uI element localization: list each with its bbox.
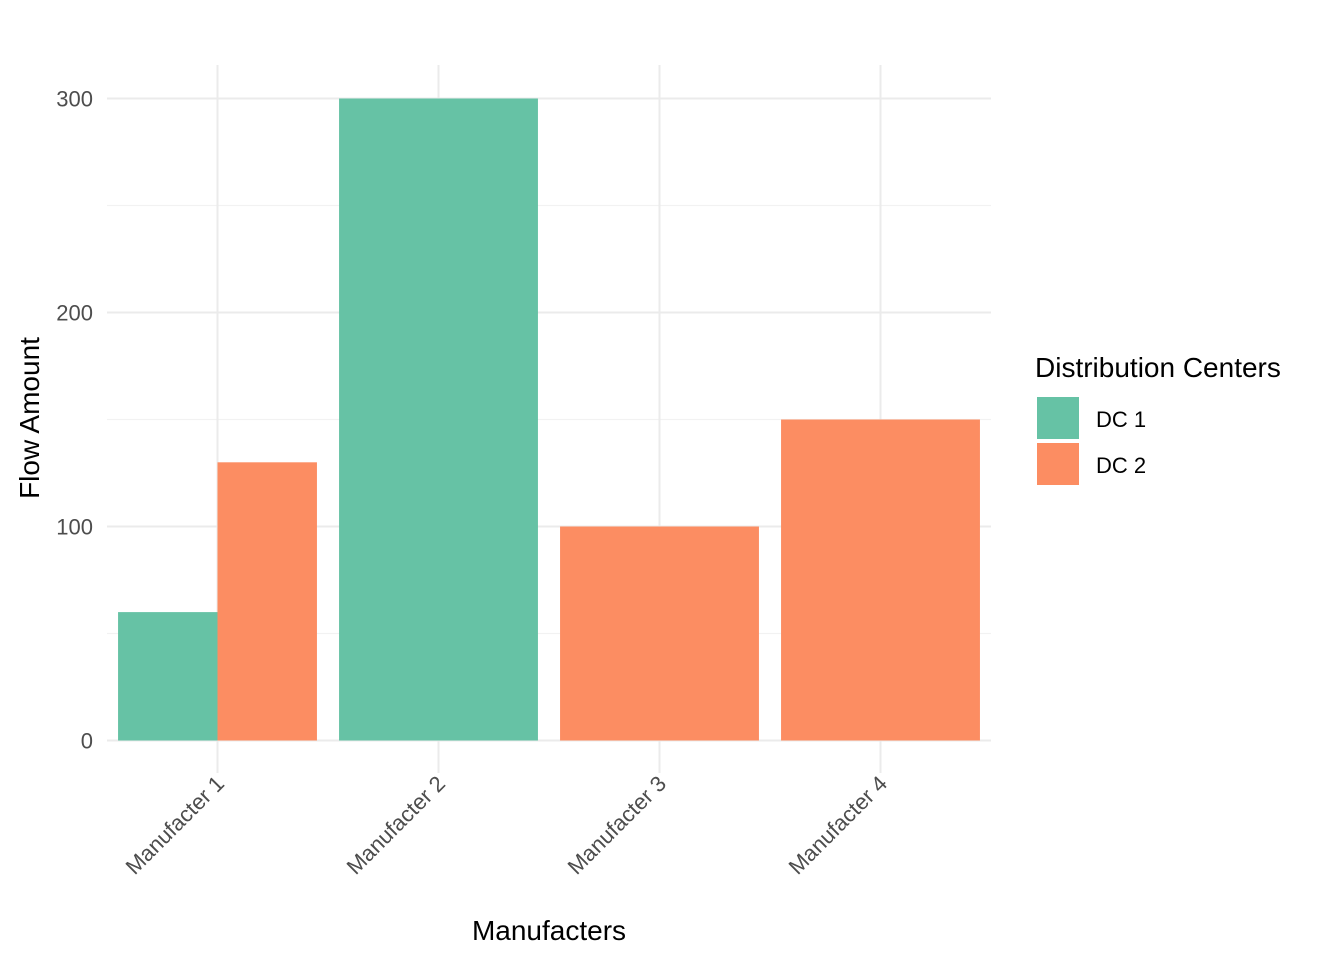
x-tick-label: Manufacter 3: [563, 771, 671, 879]
x-tick-label: Manufacter 4: [784, 771, 892, 879]
legend-label: DC 2: [1096, 453, 1146, 478]
legend-key-dc1: [1037, 397, 1079, 439]
x-axis-ticks: Manufacter 1 Manufacter 2 Manufacter 3 Manu…: [121, 771, 892, 879]
legend-title: Distribution Centers: [1035, 352, 1281, 383]
x-tick-label: Manufacter 1: [121, 771, 229, 879]
bar-dc2-4: [781, 419, 980, 741]
legend-label: DC 1: [1096, 407, 1146, 432]
y-tick-label: 200: [56, 301, 93, 326]
bar-dc1-1: [118, 612, 218, 741]
y-tick-label: 0: [81, 729, 93, 754]
bar-dc2-3: [560, 526, 759, 741]
x-axis-title: Manufacters: [472, 915, 626, 946]
y-tick-label: 100: [56, 515, 93, 540]
legend-items: DC 1 DC 2: [1037, 397, 1146, 485]
bar-dc2-1: [217, 462, 317, 741]
bars: [118, 98, 980, 741]
legend-key-dc2: [1037, 443, 1079, 485]
legend: Distribution Centers DC 1 DC 2: [1035, 352, 1281, 485]
y-axis-ticks: 0 100 200 300: [56, 87, 93, 754]
y-tick-label: 300: [56, 87, 93, 112]
bar-dc1-2: [339, 98, 538, 741]
x-tick-label: Manufacter 2: [342, 771, 450, 879]
y-axis-title: Flow Amount: [14, 337, 45, 499]
